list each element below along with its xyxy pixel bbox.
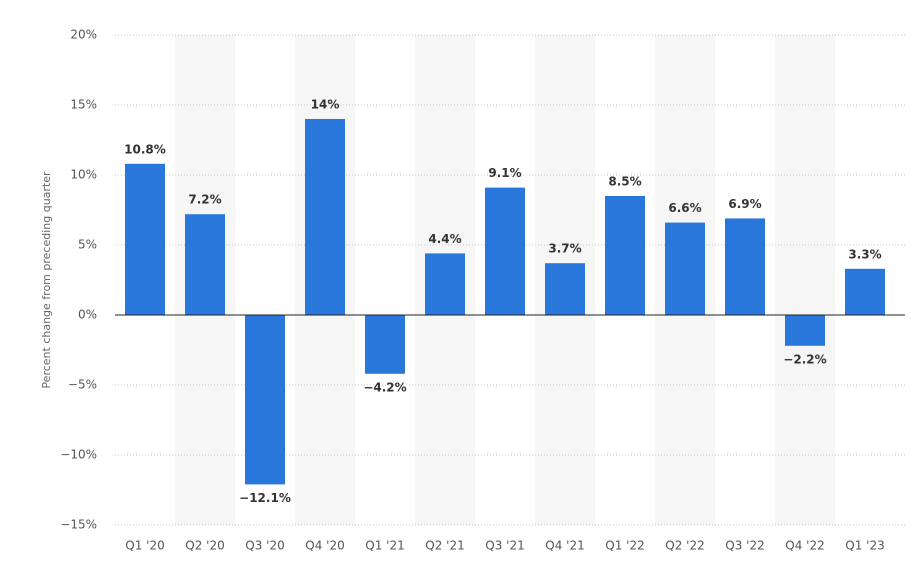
value-label: 8.5%	[608, 175, 641, 189]
value-label: 6.9%	[728, 197, 761, 211]
x-tick-label: Q4 '22	[785, 539, 824, 553]
bar	[605, 196, 645, 315]
bar	[845, 268, 885, 315]
value-label: 6.6%	[668, 201, 701, 215]
x-tick-label: Q4 '21	[545, 539, 584, 553]
bar	[725, 218, 765, 315]
bar	[425, 253, 465, 315]
y-axis-label: Percent change from preceding quarter	[40, 171, 53, 389]
x-tick-label: Q2 '21	[425, 539, 464, 553]
y-tick-label: −15%	[60, 518, 97, 532]
x-tick-label: Q1 '23	[845, 539, 884, 553]
value-label: 3.7%	[548, 242, 581, 256]
y-tick-label: −10%	[60, 448, 97, 462]
value-label: 14%	[311, 98, 340, 112]
x-tick-label: Q3 '21	[485, 539, 524, 553]
bar	[545, 263, 585, 315]
y-tick-label: 10%	[70, 168, 97, 182]
x-tick-label: Q1 '22	[605, 539, 644, 553]
x-tick-label: Q2 '22	[665, 539, 704, 553]
y-tick-label: 0%	[78, 308, 97, 322]
x-tick-label: Q2 '20	[185, 539, 224, 553]
y-tick-label: −5%	[68, 378, 97, 392]
value-label: −12.1%	[239, 491, 291, 505]
bar	[245, 315, 285, 485]
y-tick-label: 15%	[70, 98, 97, 112]
value-label: 3.3%	[848, 247, 881, 261]
value-label: 4.4%	[428, 232, 461, 246]
bar	[665, 222, 705, 315]
bar	[305, 119, 345, 315]
value-label: 9.1%	[488, 166, 521, 180]
value-label: −2.2%	[783, 352, 826, 366]
bar	[185, 214, 225, 315]
bar	[365, 315, 405, 374]
band-shade	[775, 35, 835, 525]
bar	[485, 187, 525, 315]
bar	[785, 315, 825, 346]
x-tick-label: Q4 '20	[305, 539, 344, 553]
y-tick-label: 5%	[78, 238, 97, 252]
x-tick-label: Q3 '22	[725, 539, 764, 553]
x-tick-label: Q3 '20	[245, 539, 284, 553]
y-tick-label: 20%	[70, 28, 97, 42]
x-tick-label: Q1 '20	[125, 539, 164, 553]
value-label: −4.2%	[363, 380, 406, 394]
value-label: 10.8%	[124, 142, 166, 156]
x-tick-label: Q1 '21	[365, 539, 404, 553]
value-label: 7.2%	[188, 193, 221, 207]
bar	[125, 163, 165, 315]
